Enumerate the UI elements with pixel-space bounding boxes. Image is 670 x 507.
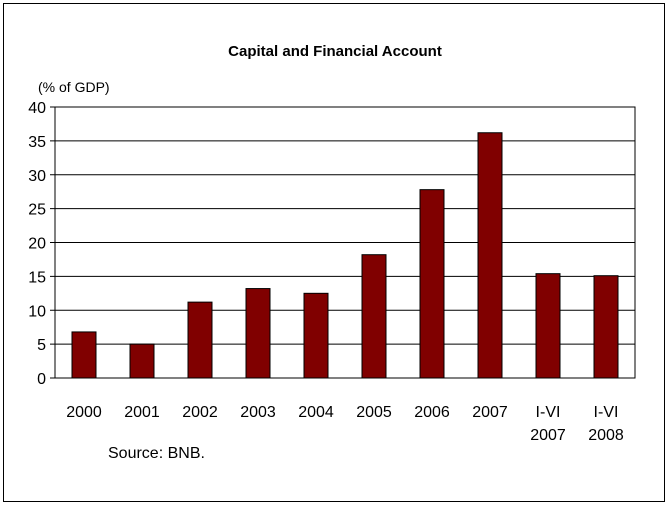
chart-frame: Capital and Financial Account (% of GDP)… [3, 3, 665, 502]
x-tick-label: 2003 [240, 404, 276, 421]
chart-title: Capital and Financial Account [228, 43, 442, 60]
y-tick-label: 25 [28, 202, 46, 219]
bar [245, 288, 271, 379]
bar [361, 254, 387, 379]
x-tick-label: 2006 [414, 404, 450, 421]
y-tick-label: 5 [37, 337, 46, 354]
y-tick-label: 10 [28, 303, 46, 320]
y-axis-label: (% of GDP) [38, 79, 110, 95]
bar [593, 275, 619, 379]
bars [71, 132, 619, 379]
x-tick-label: 2005 [356, 404, 392, 421]
y-tick-label: 35 [28, 134, 46, 151]
gridlines [55, 106, 635, 345]
bar [71, 331, 97, 379]
y-tick-label: 40 [28, 100, 46, 117]
bar [477, 132, 503, 379]
axes [50, 106, 636, 379]
y-tick-label: 30 [28, 168, 46, 185]
y-tick-label: 20 [28, 236, 46, 253]
x-tick-label: 2007 [472, 404, 508, 421]
x-tick-label: I-VI 2008 [588, 404, 624, 444]
y-tick-label: 0 [37, 371, 46, 388]
bar [129, 343, 155, 379]
x-tick-label: 2000 [66, 404, 102, 421]
bar [303, 292, 329, 379]
y-tick-labels: 0 5 10 15 20 25 30 35 40 [28, 100, 46, 388]
x-tick-labels: 2000 2001 2002 2003 2004 2005 2006 2007 I-VI 2007… [66, 404, 624, 444]
bar [187, 301, 213, 379]
bar [535, 273, 561, 379]
x-tick-label: 2001 [124, 404, 160, 421]
chart-canvas: Capital and Financial Account (% of GDP)… [28, 43, 636, 462]
source-note: Source: BNB. [108, 445, 205, 462]
y-tick-label: 15 [28, 269, 46, 286]
x-tick-label: 2002 [182, 404, 218, 421]
plot-area-border [54, 106, 636, 379]
bar [419, 189, 445, 379]
x-tick-label: I-VI 2007 [530, 404, 566, 444]
x-tick-label: 2004 [298, 404, 334, 421]
